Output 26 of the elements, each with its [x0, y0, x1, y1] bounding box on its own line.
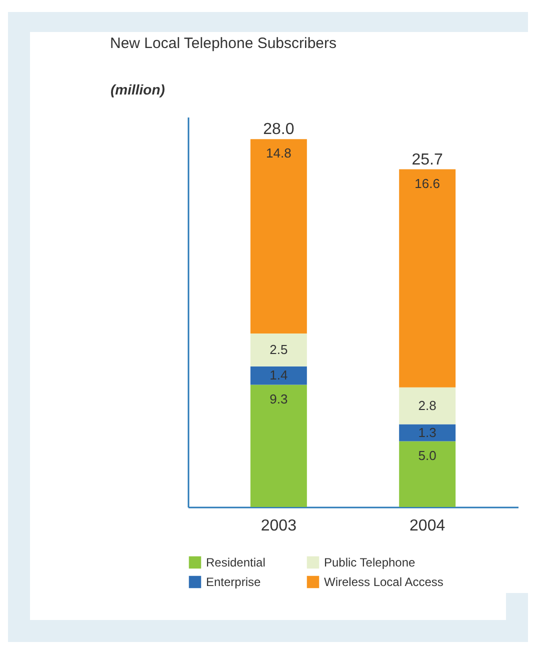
y-axis-title: (million) — [110, 82, 166, 98]
bar — [399, 441, 456, 507]
bar — [399, 169, 456, 388]
bar — [250, 139, 307, 334]
total-label: 28.0 — [263, 121, 294, 138]
bar — [399, 387, 456, 424]
data-label: 9.3 — [270, 391, 288, 406]
data-label: 2.8 — [418, 398, 436, 413]
data-label: 2.5 — [270, 342, 288, 357]
bar — [250, 366, 307, 385]
data-label: 5.0 — [418, 448, 436, 463]
legend-label: Enterprise — [206, 575, 262, 589]
x-tick-label: 2003 — [260, 518, 297, 534]
x-tick-label: 2004 — [410, 518, 446, 534]
total-label: 25.7 — [412, 151, 443, 168]
chart-title: New Local Telephone Subscribers — [110, 35, 337, 52]
data-label: 1.3 — [418, 424, 436, 440]
data-label: 14.8 — [266, 146, 292, 161]
bar — [399, 424, 456, 442]
bar — [250, 334, 307, 366]
legend-label: Public Telephone — [324, 555, 416, 570]
legend-label: Residential — [206, 555, 266, 570]
data-label: 1.4 — [270, 368, 288, 383]
data-label: 16.6 — [414, 176, 440, 191]
bar — [250, 384, 307, 507]
legend-label: Wireless Local Access — [324, 575, 444, 589]
